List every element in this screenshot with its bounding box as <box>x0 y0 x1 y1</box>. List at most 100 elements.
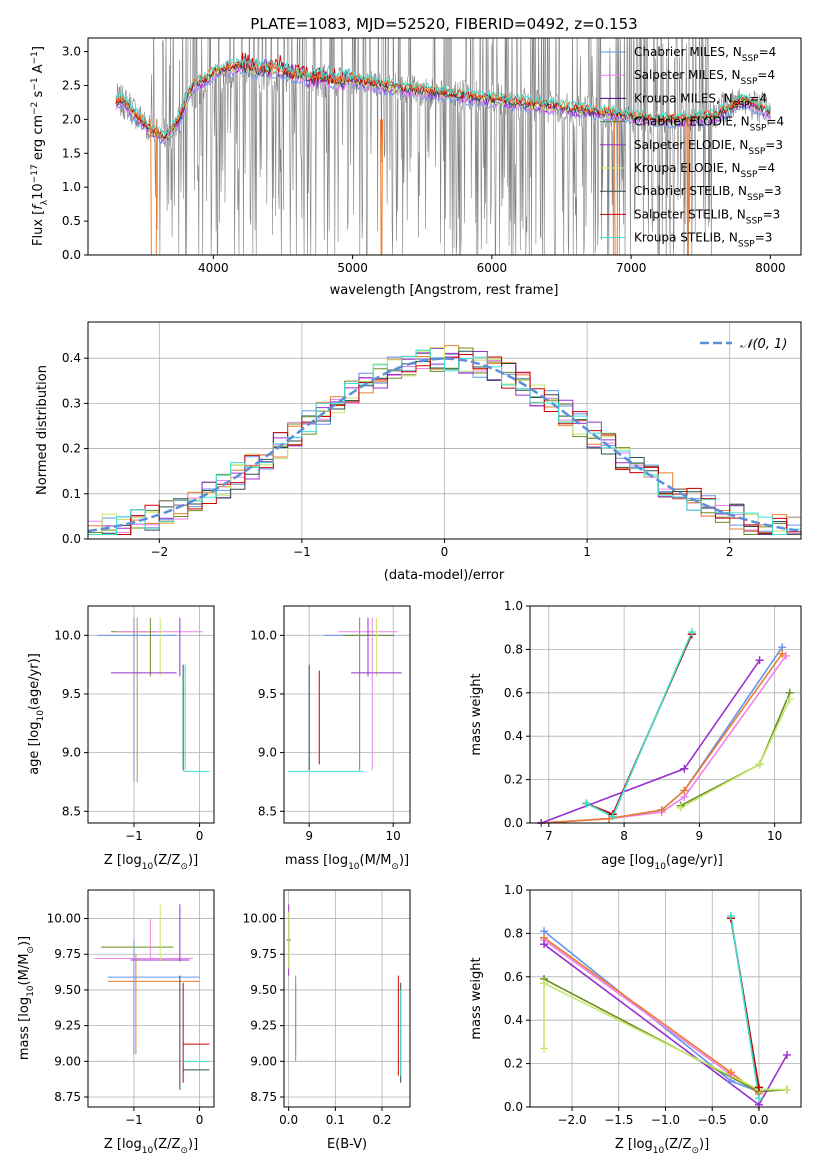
label-part: mass [log <box>285 853 348 868</box>
y-tick-label: 2.5 <box>62 78 81 92</box>
y-tick-label: 0.2 <box>504 1057 523 1071</box>
label-part: ⊙ <box>691 1146 699 1156</box>
x-tick-label: −1 <box>125 1113 143 1127</box>
weight-line <box>543 930 760 1093</box>
x-axis-label: (data-model)/error <box>384 568 505 583</box>
weight-marker <box>785 695 794 704</box>
y-tick-label: 1.0 <box>62 180 81 194</box>
label-part: A <box>31 64 46 77</box>
y-tick-label: 0.2 <box>62 442 81 456</box>
label-part: =3 <box>765 138 783 152</box>
label-part: 10 <box>653 1146 665 1156</box>
y-tick-label: 8.75 <box>54 1090 81 1104</box>
y-tick-label: 9.00 <box>54 1054 81 1068</box>
model-absorption-dip <box>686 119 690 255</box>
label-part: Z [log <box>615 1137 653 1152</box>
label-part: f <box>31 203 46 210</box>
label-part: SSP <box>742 54 759 64</box>
axes-frame <box>529 605 802 824</box>
y-tick-label: 10.00 <box>47 912 81 926</box>
y-tick-label: 9.25 <box>250 1019 277 1033</box>
legend-entry: Salpeter ELODIE, NSSP=3 <box>634 138 783 157</box>
axes-spectrum: 4000 5000 6000 7000 8000 0.0 0.5 1.0 1.5 2.0 2.5 3.… <box>30 37 802 298</box>
axes-frame <box>283 605 411 824</box>
y-axis-label: mass [log10(M/M⊙)] <box>17 936 36 1060</box>
y-tick-label: 9.50 <box>250 983 277 997</box>
y-axis-label: mass weight <box>469 957 484 1039</box>
x-tick-label: −1.5 <box>604 1113 633 1127</box>
label-part: −17 <box>30 164 40 183</box>
label-part: SSP <box>733 100 750 110</box>
x-tick-label: 4000 <box>198 261 229 275</box>
x-tick-label: 10 <box>386 829 401 843</box>
weight-marker <box>778 649 787 658</box>
label-part: Z [log <box>104 853 142 868</box>
y-tick-label: 0.6 <box>504 970 523 984</box>
label-part: SSP <box>746 216 763 226</box>
y-tick-label: 0.0 <box>62 532 81 546</box>
axes-frame <box>87 37 802 256</box>
y-tick-label: 0.0 <box>62 248 81 262</box>
x-axis-label: Z [log10(Z/Z⊙)] <box>104 1137 198 1156</box>
label-part: SSP <box>748 147 765 157</box>
weight-line <box>730 915 760 1099</box>
label-part: (Z/Z <box>153 1137 180 1152</box>
model-spectrum-line <box>115 59 771 137</box>
weight-line <box>586 633 693 816</box>
plot-area <box>541 631 791 823</box>
axes-residuals: −2 −1 0 1 2 0.0 0.1 0.2 0.3 0.4 (data-model)/error… <box>35 321 802 583</box>
label-part: ⊙ <box>180 1146 188 1156</box>
label-part: 10 <box>36 710 46 722</box>
label-part: =4 <box>766 115 784 129</box>
label-part: =3 <box>763 207 781 221</box>
legend-entry: 𝒩(0, 1) <box>740 337 787 352</box>
legend-entry: Chabrier ELODIE, NSSP=4 <box>634 115 784 134</box>
x-axis-label: wavelength [Angstrom, rest frame] <box>330 283 559 298</box>
observed-spectrum-line <box>115 38 771 255</box>
x-tick-label: 8 <box>620 829 628 843</box>
label-part: SSP <box>747 193 764 203</box>
weight-marker <box>657 805 666 814</box>
label-part: age [log <box>601 853 654 868</box>
weight-marker <box>680 786 689 795</box>
x-axis-label: mass [log10(M/M⊙)] <box>285 853 409 872</box>
model-absorption-dip <box>150 119 158 255</box>
x-tick-label: 1 <box>583 545 591 559</box>
y-tick-label: 0.2 <box>504 773 523 787</box>
y-tick-label: 9.75 <box>54 947 81 961</box>
x-tick-label: 9 <box>305 829 313 843</box>
plot-area <box>97 617 210 782</box>
y-axis-label: age [log10(age/yr)] <box>27 653 46 775</box>
label-part: )] <box>399 853 409 868</box>
label-part: −2 <box>30 102 40 115</box>
label-part: 10 <box>654 862 666 872</box>
model-absorption-dip <box>379 119 384 255</box>
model-spectrum-line <box>115 66 771 147</box>
weight-marker <box>676 803 685 812</box>
legend-entry: Chabrier MILES, NSSP=4 <box>634 45 776 64</box>
y-tick-label: 8.75 <box>250 1090 277 1104</box>
x-tick-label: −1 <box>125 829 143 843</box>
legend-entry: Salpeter STELIB, NSSP=3 <box>634 207 780 226</box>
y-tick-label: 9.75 <box>250 947 277 961</box>
y-tick-label: 3.0 <box>62 45 81 59</box>
figure-title: PLATE=1083, MJD=52520, FIBERID=0492, z=0… <box>250 15 637 33</box>
y-tick-label: 9.50 <box>54 983 81 997</box>
x-tick-label: −2.0 <box>557 1113 586 1127</box>
y-tick-label: 9.0 <box>258 746 277 760</box>
weight-line <box>586 633 693 816</box>
x-tick-label: 5000 <box>337 261 368 275</box>
legend-entry: Kroupa MILES, NSSP=4 <box>634 91 767 110</box>
label-part: Flux [ <box>31 210 46 246</box>
label-part: Salpeter ELODIE, N <box>634 138 748 152</box>
x-tick-label: −2 <box>150 545 168 559</box>
x-axis-label: age [log10(age/yr)] <box>601 853 723 872</box>
weight-marker <box>608 812 617 821</box>
weight-marker <box>540 979 549 988</box>
label-part: )] <box>188 853 198 868</box>
x-tick-label: 0.0 <box>749 1113 768 1127</box>
label-part: (Z/Z <box>153 853 180 868</box>
